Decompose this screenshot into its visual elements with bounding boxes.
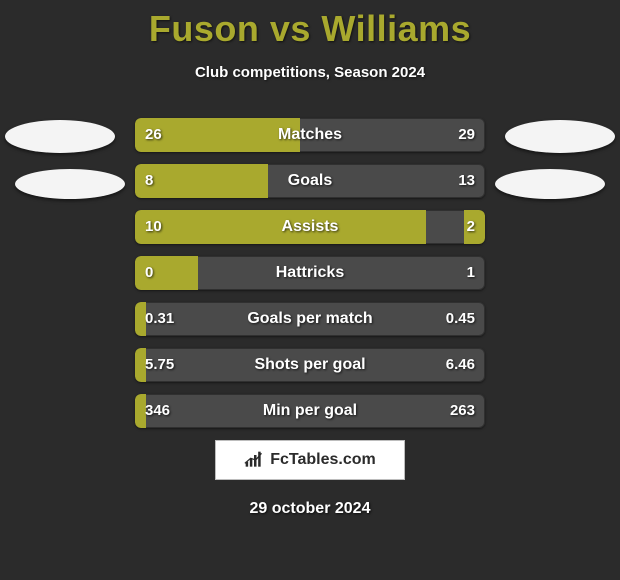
player2-photo-placeholder [505, 120, 615, 153]
bar-label: Assists [135, 210, 485, 244]
subtitle: Club competitions, Season 2024 [0, 64, 620, 81]
bar-label: Hattricks [135, 256, 485, 290]
footer-date: 29 october 2024 [0, 500, 620, 518]
bar-label: Goals per match [135, 302, 485, 336]
bar-label: Matches [135, 118, 485, 152]
bar-row: 0.310.45Goals per match [135, 302, 485, 336]
player1-team-placeholder [15, 169, 125, 199]
bar-label: Shots per goal [135, 348, 485, 382]
bar-row: 01Hattricks [135, 256, 485, 290]
player1-name: Fuson [149, 8, 259, 49]
vs-label: vs [270, 8, 311, 49]
player2-name: Williams [321, 8, 471, 49]
bar-chart-icon [244, 451, 264, 469]
bar-label: Goals [135, 164, 485, 198]
bar-row: 5.756.46Shots per goal [135, 348, 485, 382]
bar-row: 2629Matches [135, 118, 485, 152]
player1-photo-placeholder [5, 120, 115, 153]
page-title: Fuson vs Williams [0, 0, 620, 50]
watermark: FcTables.com [215, 440, 405, 480]
bar-row: 346263Min per goal [135, 394, 485, 428]
bar-label: Min per goal [135, 394, 485, 428]
bars-container: 2629Matches 813Goals 102Assists 01Hattricks… [135, 118, 485, 440]
bar-row: 813Goals [135, 164, 485, 198]
bar-row: 102Assists [135, 210, 485, 244]
player2-team-placeholder [495, 169, 605, 199]
watermark-text: FcTables.com [270, 451, 376, 469]
